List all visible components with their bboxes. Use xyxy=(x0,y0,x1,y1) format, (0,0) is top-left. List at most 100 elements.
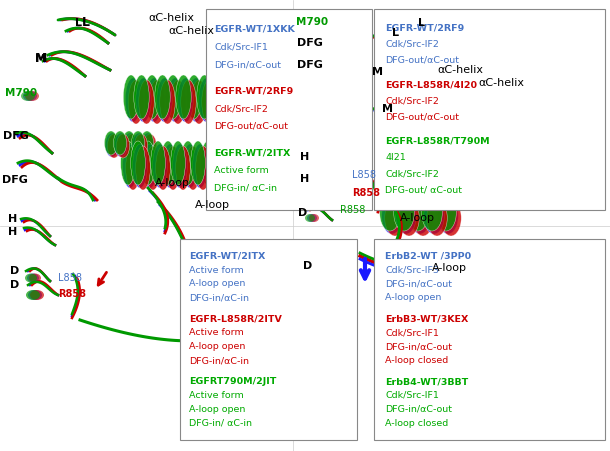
Ellipse shape xyxy=(126,134,138,158)
Text: L: L xyxy=(82,15,90,28)
Ellipse shape xyxy=(486,128,504,184)
Ellipse shape xyxy=(419,92,435,132)
Ellipse shape xyxy=(396,198,416,234)
Ellipse shape xyxy=(387,92,403,132)
Ellipse shape xyxy=(478,131,496,187)
Ellipse shape xyxy=(140,131,154,155)
Ellipse shape xyxy=(135,146,150,190)
Ellipse shape xyxy=(436,97,451,137)
Ellipse shape xyxy=(26,290,40,300)
Ellipse shape xyxy=(412,95,427,135)
Ellipse shape xyxy=(106,133,118,157)
Ellipse shape xyxy=(454,95,470,135)
Text: D: D xyxy=(303,261,312,271)
Text: DFG-out/αC-out: DFG-out/αC-out xyxy=(386,56,459,65)
Text: DFG-in/αC-in: DFG-in/αC-in xyxy=(189,294,249,302)
Ellipse shape xyxy=(178,78,193,122)
Ellipse shape xyxy=(115,133,127,157)
Ellipse shape xyxy=(410,198,430,234)
Ellipse shape xyxy=(448,128,467,184)
Text: Cdk/Src-IF1: Cdk/Src-IF1 xyxy=(215,42,268,51)
Text: EGFR-WT/2RF9: EGFR-WT/2RF9 xyxy=(215,87,294,96)
Text: DFG-in/αC-in: DFG-in/αC-in xyxy=(189,356,249,365)
Ellipse shape xyxy=(142,133,154,157)
Text: H: H xyxy=(8,214,17,224)
Text: αC-helix: αC-helix xyxy=(148,13,194,23)
Ellipse shape xyxy=(134,75,149,119)
Text: D: D xyxy=(10,280,20,290)
Ellipse shape xyxy=(199,78,214,122)
Text: A-loop open: A-loop open xyxy=(189,280,245,289)
Text: Cdk/Src-IF1: Cdk/Src-IF1 xyxy=(386,328,439,337)
Bar xyxy=(374,239,605,440)
Ellipse shape xyxy=(191,141,206,185)
Ellipse shape xyxy=(465,131,483,187)
Ellipse shape xyxy=(126,146,140,190)
Ellipse shape xyxy=(160,80,175,124)
Text: DFG-in/ αC-in: DFG-in/ αC-in xyxy=(215,183,278,192)
Ellipse shape xyxy=(441,200,461,236)
Ellipse shape xyxy=(309,214,319,222)
Text: αC-helix: αC-helix xyxy=(437,65,483,75)
Ellipse shape xyxy=(511,128,529,184)
Ellipse shape xyxy=(181,80,196,124)
Ellipse shape xyxy=(104,131,118,155)
Ellipse shape xyxy=(382,198,402,234)
Ellipse shape xyxy=(107,134,121,158)
Ellipse shape xyxy=(157,78,172,122)
Ellipse shape xyxy=(440,131,458,187)
Ellipse shape xyxy=(155,75,170,119)
Ellipse shape xyxy=(433,124,451,180)
Bar xyxy=(374,9,605,210)
Ellipse shape xyxy=(436,195,456,231)
Text: M790: M790 xyxy=(5,88,37,98)
Text: M790: M790 xyxy=(296,17,328,27)
Ellipse shape xyxy=(422,195,442,231)
Text: αC-helix: αC-helix xyxy=(168,26,214,36)
Ellipse shape xyxy=(141,141,156,185)
Ellipse shape xyxy=(451,92,467,132)
Ellipse shape xyxy=(453,131,471,187)
Ellipse shape xyxy=(132,144,148,188)
Ellipse shape xyxy=(399,200,419,236)
Ellipse shape xyxy=(202,80,217,124)
Text: Cdk/Src-IF1: Cdk/Src-IF1 xyxy=(386,391,439,400)
Ellipse shape xyxy=(508,124,526,180)
Text: M: M xyxy=(372,67,383,77)
Text: DFG-in/αC-out: DFG-in/αC-out xyxy=(386,280,453,289)
Ellipse shape xyxy=(165,75,181,119)
Text: Cdk/Src-IF3: Cdk/Src-IF3 xyxy=(386,266,439,275)
Text: DFG-out/αC-out: DFG-out/αC-out xyxy=(215,122,289,131)
Ellipse shape xyxy=(186,75,202,119)
Ellipse shape xyxy=(415,97,430,137)
Text: M: M xyxy=(35,54,46,64)
Ellipse shape xyxy=(131,131,145,155)
Ellipse shape xyxy=(25,91,39,101)
Ellipse shape xyxy=(393,195,414,231)
Ellipse shape xyxy=(401,95,417,135)
Text: ErbB2-WT /3PP0: ErbB2-WT /3PP0 xyxy=(386,252,472,261)
Ellipse shape xyxy=(502,131,521,187)
Text: D: D xyxy=(298,208,307,218)
Ellipse shape xyxy=(425,97,441,137)
Text: H: H xyxy=(300,174,309,184)
Text: Cdk/Src-IF2: Cdk/Src-IF2 xyxy=(386,97,439,106)
Ellipse shape xyxy=(156,146,170,190)
Ellipse shape xyxy=(167,78,183,122)
Text: A-loop open: A-loop open xyxy=(189,342,245,351)
Ellipse shape xyxy=(407,195,428,231)
Text: EGFR-WT/2ITX: EGFR-WT/2ITX xyxy=(189,252,265,261)
Ellipse shape xyxy=(188,78,204,122)
Ellipse shape xyxy=(430,92,445,132)
Ellipse shape xyxy=(423,128,442,184)
Ellipse shape xyxy=(483,124,501,180)
Ellipse shape xyxy=(30,290,44,300)
Ellipse shape xyxy=(307,23,319,32)
Text: A-loop closed: A-loop closed xyxy=(386,419,449,428)
Text: R858: R858 xyxy=(352,188,380,198)
Text: Active form: Active form xyxy=(189,266,243,275)
Ellipse shape xyxy=(212,80,228,124)
Text: L: L xyxy=(75,18,82,28)
Ellipse shape xyxy=(123,131,135,155)
Ellipse shape xyxy=(458,124,476,180)
